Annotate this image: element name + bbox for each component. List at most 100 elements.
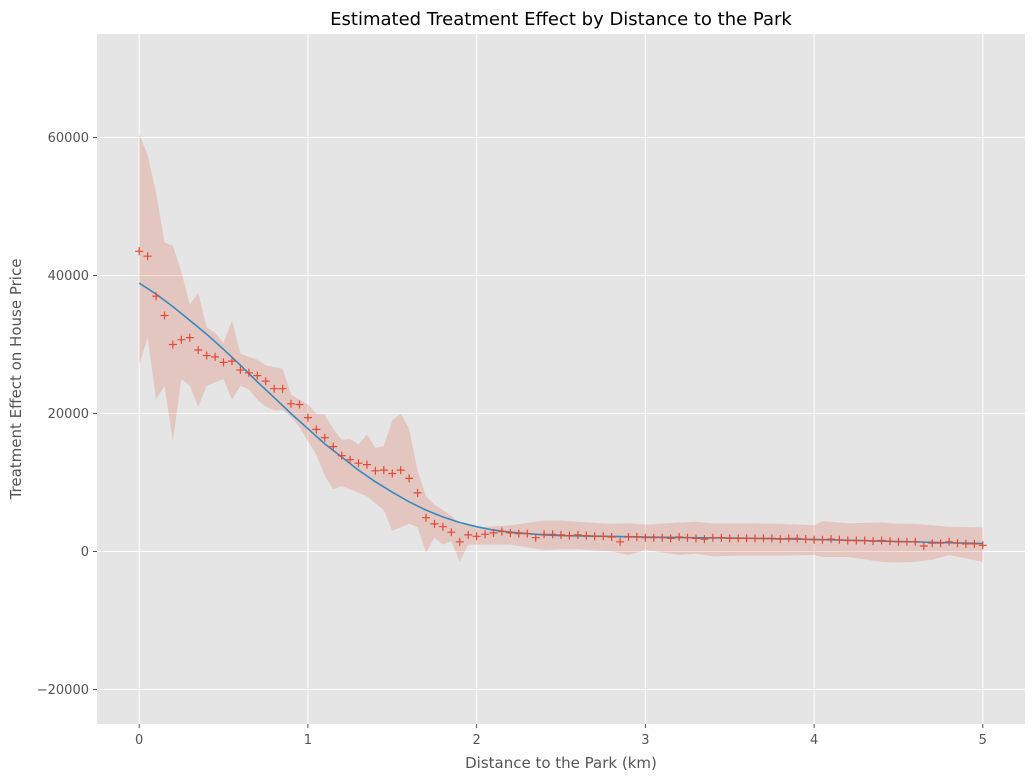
confidence-band-area	[139, 134, 983, 563]
data-point	[573, 530, 582, 539]
data-point	[827, 535, 835, 544]
data-point	[405, 474, 414, 483]
data-point	[455, 537, 464, 546]
data-point	[135, 247, 144, 256]
data-point	[767, 534, 776, 543]
data-point	[497, 527, 506, 536]
data-point	[422, 513, 430, 522]
data-point	[902, 537, 911, 546]
data-point	[970, 539, 979, 548]
data-point	[616, 537, 625, 546]
data-point	[557, 530, 565, 539]
data-point	[413, 488, 422, 497]
data-point	[945, 537, 954, 546]
data-point	[961, 539, 970, 548]
data-point	[641, 533, 650, 542]
data-point	[818, 535, 827, 544]
data-point	[523, 529, 532, 538]
confidence-band	[139, 134, 983, 563]
x-tick-labels: 0 1 2 3 4 5	[135, 724, 987, 748]
data-point	[886, 537, 894, 546]
data-point	[194, 346, 203, 354]
data-point	[514, 529, 523, 538]
y-tick-label: −20000	[37, 683, 89, 698]
data-point	[168, 340, 177, 349]
data-point	[270, 384, 279, 393]
data-point	[936, 539, 945, 548]
data-point	[708, 533, 717, 542]
data-point	[253, 371, 262, 380]
x-tick-label: 0	[135, 733, 143, 748]
data-point	[219, 358, 228, 367]
y-axis-label: Treatment Effect on House Price	[7, 259, 25, 501]
data-point	[337, 451, 346, 460]
data-point	[649, 533, 658, 542]
data-point	[329, 442, 338, 451]
data-point	[835, 535, 844, 544]
data-point	[354, 459, 363, 468]
data-point	[430, 519, 439, 528]
data-point	[734, 534, 743, 543]
data-point	[244, 368, 253, 377]
data-point	[388, 469, 397, 478]
data-point	[472, 532, 481, 541]
data-point	[278, 384, 287, 393]
x-tick-label: 2	[472, 733, 480, 748]
data-point	[531, 533, 540, 542]
data-point	[396, 466, 405, 475]
data-point	[303, 413, 312, 422]
data-point	[852, 536, 861, 545]
plot-background	[97, 34, 1025, 724]
data-point	[371, 466, 380, 475]
data-point	[236, 366, 245, 374]
data-point	[911, 537, 920, 546]
data-point	[160, 311, 169, 320]
data-point	[548, 530, 557, 539]
data-point	[228, 357, 236, 366]
data-point	[928, 539, 937, 548]
data-point	[810, 535, 819, 544]
data-point	[953, 539, 962, 548]
data-point	[843, 536, 852, 545]
chart-title: Estimated Treatment Effect by Distance t…	[330, 9, 792, 30]
data-points	[135, 247, 987, 550]
x-tick-label: 1	[304, 733, 312, 748]
data-point	[742, 534, 751, 543]
data-point	[692, 534, 700, 543]
y-tick-label: 20000	[48, 407, 89, 422]
data-point	[599, 532, 608, 541]
x-tick-label: 3	[641, 733, 649, 748]
data-point	[447, 528, 456, 537]
x-axis-label: Distance to the Park (km)	[465, 754, 657, 772]
data-point	[211, 352, 220, 361]
y-tick-label: 40000	[48, 269, 89, 284]
data-point	[506, 528, 515, 537]
data-point	[438, 522, 447, 531]
data-point	[295, 400, 304, 409]
y-tick-label: 60000	[48, 131, 89, 146]
data-point	[658, 533, 667, 542]
data-point	[202, 351, 211, 360]
data-point	[675, 533, 684, 541]
data-point	[666, 534, 675, 543]
data-point	[869, 537, 878, 546]
data-point	[860, 536, 869, 545]
data-point	[776, 535, 785, 544]
data-point	[784, 534, 793, 543]
data-point	[582, 531, 591, 540]
data-point	[759, 534, 768, 543]
data-point	[379, 466, 388, 475]
data-point	[607, 533, 616, 541]
x-tick-label: 4	[810, 733, 818, 748]
data-point	[287, 399, 295, 408]
data-point	[751, 534, 759, 543]
data-point	[152, 292, 161, 301]
data-point	[464, 530, 473, 539]
data-point	[624, 533, 633, 541]
data-point	[717, 533, 726, 542]
data-point	[312, 425, 321, 434]
data-point	[177, 335, 186, 344]
data-point	[894, 537, 903, 546]
data-point	[363, 460, 371, 469]
